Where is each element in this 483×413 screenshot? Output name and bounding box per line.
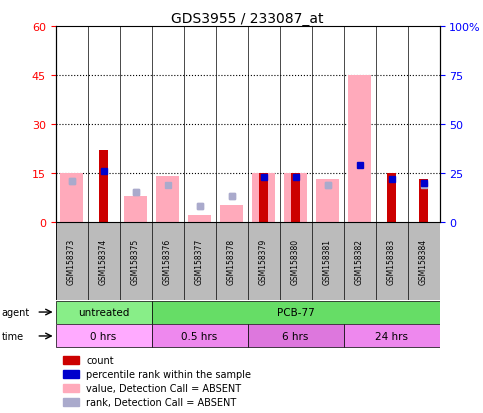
Text: 0.5 hrs: 0.5 hrs — [182, 331, 218, 341]
Text: 6 hrs: 6 hrs — [283, 331, 309, 341]
Bar — [56, 301, 152, 324]
Bar — [220, 206, 243, 222]
Bar — [152, 301, 440, 324]
Text: GSM158384: GSM158384 — [419, 238, 428, 284]
Bar — [284, 173, 307, 222]
Bar — [124, 196, 147, 222]
Text: GSM158382: GSM158382 — [355, 238, 364, 284]
Text: GSM158378: GSM158378 — [227, 238, 236, 284]
Text: GSM158377: GSM158377 — [195, 238, 204, 284]
Text: GSM158374: GSM158374 — [99, 238, 108, 284]
Text: 24 hrs: 24 hrs — [375, 331, 408, 341]
Text: GSM158376: GSM158376 — [163, 238, 172, 284]
Text: PCB-77: PCB-77 — [277, 307, 314, 317]
Text: time: time — [1, 331, 24, 341]
Text: GSM158379: GSM158379 — [259, 238, 268, 284]
Bar — [63, 370, 79, 378]
Bar — [56, 325, 152, 348]
Bar — [343, 325, 440, 348]
Bar — [248, 325, 343, 348]
Text: GSM158375: GSM158375 — [131, 238, 140, 284]
Text: agent: agent — [1, 307, 29, 317]
Bar — [63, 398, 79, 406]
Bar — [63, 356, 79, 364]
Bar — [60, 173, 83, 222]
Bar — [316, 180, 339, 222]
Text: untreated: untreated — [78, 307, 129, 317]
Text: GSM158383: GSM158383 — [387, 238, 396, 284]
Text: 0 hrs: 0 hrs — [90, 331, 117, 341]
Bar — [63, 384, 79, 392]
Text: GSM158381: GSM158381 — [323, 238, 332, 284]
Text: percentile rank within the sample: percentile rank within the sample — [86, 369, 251, 379]
Bar — [252, 173, 275, 222]
Text: rank, Detection Call = ABSENT: rank, Detection Call = ABSENT — [86, 397, 237, 407]
Bar — [419, 180, 428, 222]
Bar — [152, 325, 248, 348]
Text: count: count — [86, 355, 114, 365]
Text: GSM158373: GSM158373 — [67, 238, 76, 284]
Bar — [259, 173, 269, 222]
Bar — [387, 173, 397, 222]
Text: value, Detection Call = ABSENT: value, Detection Call = ABSENT — [86, 383, 242, 393]
Bar — [188, 216, 211, 222]
Bar — [291, 173, 300, 222]
Bar — [156, 177, 179, 222]
Bar — [348, 76, 371, 222]
Title: GDS3955 / 233087_at: GDS3955 / 233087_at — [171, 12, 324, 26]
Text: GSM158380: GSM158380 — [291, 238, 300, 284]
Bar — [99, 151, 108, 222]
